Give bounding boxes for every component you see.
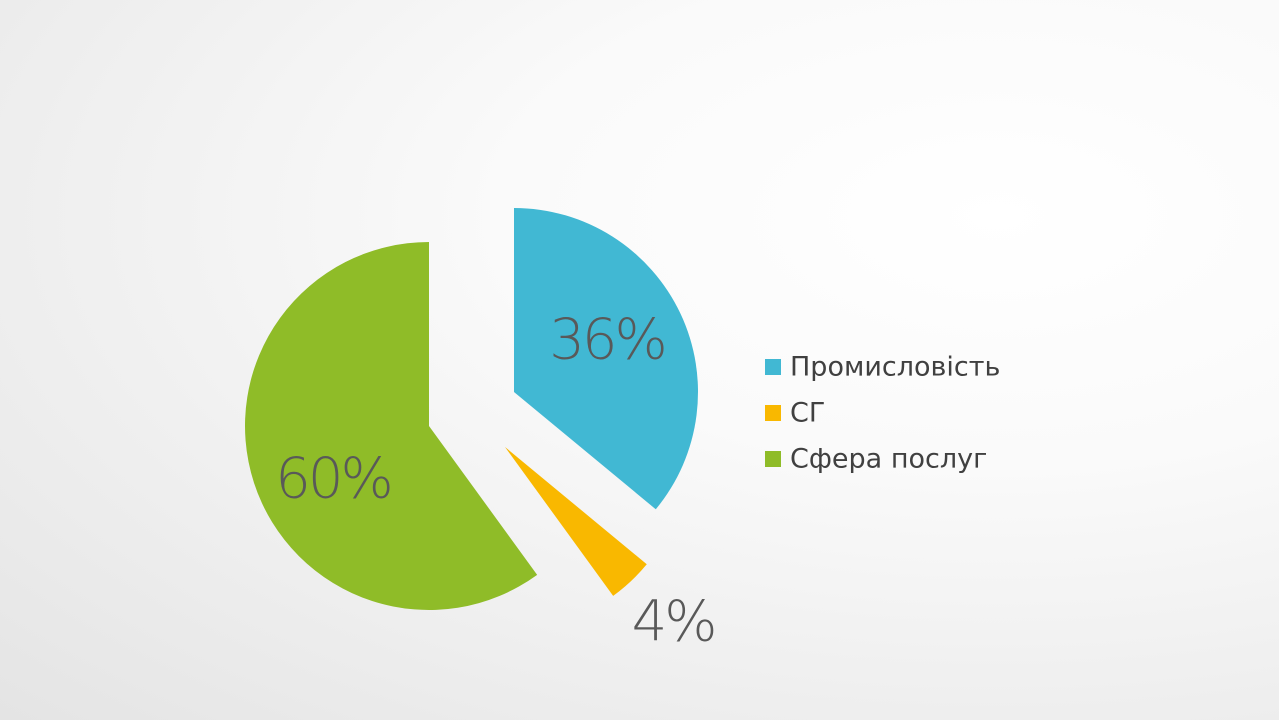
legend-label: СГ — [790, 398, 825, 429]
value-label: 36% — [549, 307, 664, 372]
legend-label: Промисловість — [790, 352, 1000, 383]
legend-label: Сфера послуг — [790, 444, 987, 475]
pie-slice — [505, 447, 647, 596]
pie-slice — [514, 208, 698, 510]
pie-slice — [244, 242, 538, 610]
legend-swatch — [765, 451, 781, 467]
value-label: 4% — [632, 589, 715, 654]
legend-swatch — [765, 359, 781, 375]
legend-swatch — [765, 405, 781, 421]
value-label: 60% — [275, 446, 390, 511]
